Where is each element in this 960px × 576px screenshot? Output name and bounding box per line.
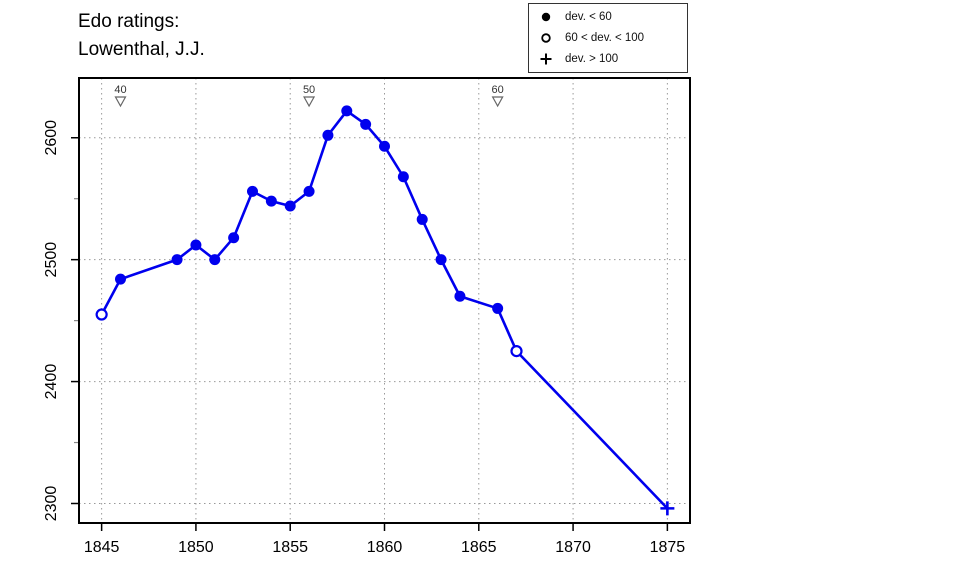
data-point-open-circle — [95, 308, 108, 321]
data-point-filled-circle — [379, 140, 390, 152]
data-point-filled-circle — [190, 239, 202, 251]
data-point-filled-circle — [246, 185, 258, 197]
legend-label: 60 < dev. < 100 — [565, 31, 645, 44]
data-point-filled-circle — [360, 118, 372, 130]
x-tick-label: 1875 — [650, 539, 686, 556]
x-tick-label: 1845 — [84, 539, 120, 556]
x-tick-label: 1855 — [272, 539, 308, 556]
y-tick-label: 2400 — [43, 364, 60, 400]
legend-item-dev-60-100: 60 < dev. < 100 — [533, 31, 683, 45]
age-marker-label: 40 — [114, 84, 126, 96]
data-point-filled-circle — [416, 213, 428, 225]
age-marker-triangle-icon — [491, 96, 504, 108]
legend: dev. < 60 60 < dev. < 100 dev. > 100 — [528, 3, 688, 73]
filled-circle-icon — [533, 10, 559, 24]
chart-title-line2: Lowenthal, J.J. — [78, 39, 205, 60]
chart-title-line1: Edo ratings: — [78, 11, 180, 32]
y-tick-label: 2600 — [43, 120, 60, 156]
data-point-filled-circle — [228, 232, 240, 244]
x-tick-label: 1865 — [461, 539, 497, 556]
y-tick-label: 2500 — [43, 242, 60, 278]
data-point-filled-circle — [322, 129, 334, 141]
data-point-plus — [660, 501, 675, 516]
age-marker-label: 50 — [303, 84, 315, 96]
data-point-filled-circle — [114, 273, 126, 285]
legend-item-dev-lt-60: dev. < 60 — [533, 10, 683, 24]
x-tick-label: 1870 — [555, 539, 591, 556]
age-marker-triangle-icon — [114, 96, 127, 108]
data-point-filled-circle — [303, 185, 315, 197]
data-point-open-circle — [510, 344, 523, 358]
age-marker-triangle-icon — [303, 96, 316, 108]
x-tick-label: 1850 — [178, 539, 214, 556]
data-point-filled-circle — [265, 195, 277, 207]
plus-icon — [533, 52, 559, 66]
age-marker-label: 60 — [492, 84, 504, 96]
x-tick-label: 1860 — [367, 539, 403, 556]
y-tick-label: 2300 — [43, 486, 60, 522]
open-circle-icon — [533, 31, 559, 45]
data-point-filled-circle — [209, 254, 221, 266]
data-point-filled-circle — [435, 254, 447, 266]
data-point-filled-circle — [454, 290, 466, 302]
legend-label: dev. < 60 — [565, 11, 612, 24]
data-point-filled-circle — [492, 302, 504, 314]
legend-label: dev. > 100 — [565, 52, 619, 65]
plot-border — [78, 77, 691, 524]
legend-item-dev-gt-100: dev. > 100 — [533, 52, 683, 66]
data-point-filled-circle — [397, 171, 409, 183]
data-point-filled-circle — [284, 200, 296, 212]
chart-title: Edo ratings: Lowenthal, J.J. — [78, 8, 205, 64]
data-point-filled-circle — [341, 105, 353, 117]
data-point-filled-circle — [171, 254, 183, 266]
